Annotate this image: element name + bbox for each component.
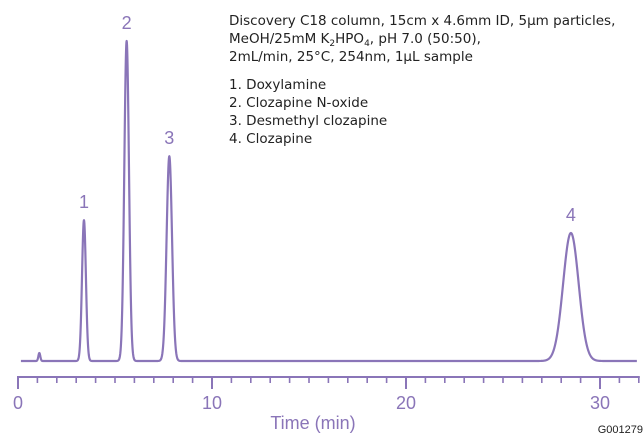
x-tick-label: 10 — [202, 393, 222, 413]
conditions-line-2: MeOH/25mM K2HPO4, pH 7.0 (50:50), — [229, 31, 481, 49]
peak-legend-item-2: 2. Clozapine N-oxide — [229, 95, 369, 111]
peak-label-4: 4 — [566, 205, 576, 225]
figure-code: G001279 — [598, 424, 643, 436]
conditions-line-3: 2mL/min, 25°C, 254nm, 1µL sample — [229, 49, 473, 65]
peak-legend-item-1: 1. Doxylamine — [229, 77, 327, 93]
peak-legend-item-4: 4. Clozapine — [229, 131, 313, 147]
conditions-annotation: Discovery C18 column, 15cm x 4.6mm ID, 5… — [229, 12, 615, 148]
peak-label-1: 1 — [79, 192, 89, 212]
peak-legend: 1. Doxylamine 2. Clozapine N-oxide 3. De… — [229, 76, 615, 148]
peak-label-3: 3 — [164, 128, 174, 148]
x-tick-label: 20 — [396, 393, 416, 413]
peak-legend-item-3: 3. Desmethyl clozapine — [229, 113, 388, 129]
conditions-line-1: Discovery C18 column, 15cm x 4.6mm ID, 5… — [229, 13, 616, 29]
peak-label-2: 2 — [122, 13, 132, 33]
x-axis-label: Time (min) — [270, 413, 355, 433]
chromatogram-trace — [20, 39, 638, 363]
x-tick-label: 30 — [590, 393, 610, 413]
x-tick-label: 0 — [13, 393, 23, 413]
